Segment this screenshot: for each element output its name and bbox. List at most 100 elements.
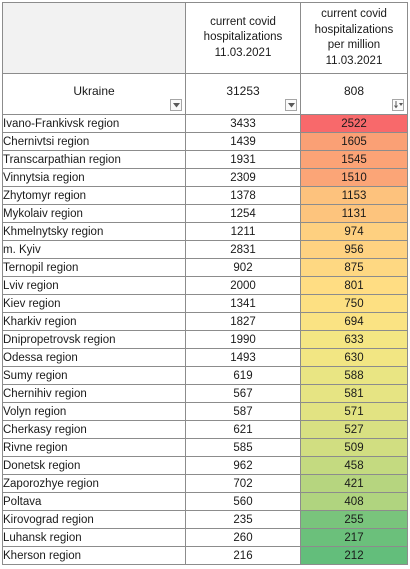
hospitalizations-cell[interactable]: 962 — [185, 456, 301, 475]
region-name: Kharkiv region — [3, 315, 77, 328]
hospitalizations-cell[interactable]: 619 — [185, 366, 301, 385]
per-million-cell[interactable]: 458 — [300, 456, 408, 475]
region-cell[interactable]: m. Kyiv — [2, 240, 186, 259]
total-label-cell[interactable]: Ukraine — [2, 73, 186, 115]
region-cell[interactable]: Chernihiv region — [2, 384, 186, 403]
per-million-cell[interactable]: 217 — [300, 528, 408, 547]
header-row: current covid hospitalizations 11.03.202… — [2, 2, 408, 74]
per-million-cell[interactable]: 801 — [300, 276, 408, 295]
region-cell[interactable]: Chernivtsi region — [2, 132, 186, 151]
per-million-cell[interactable]: 956 — [300, 240, 408, 259]
per-million-cell[interactable]: 1605 — [300, 132, 408, 151]
region-cell[interactable]: Ivano-Frankivsk region — [2, 114, 186, 133]
per-million-cell[interactable]: 527 — [300, 420, 408, 439]
per-million-cell[interactable]: 633 — [300, 330, 408, 349]
per-million-cell[interactable]: 750 — [300, 294, 408, 313]
region-cell[interactable]: Kirovograd region — [2, 510, 186, 529]
hospitalizations-cell[interactable]: 2000 — [185, 276, 301, 295]
hospitalizations-cell[interactable]: 216 — [185, 546, 301, 565]
region-cell[interactable]: Poltava — [2, 492, 186, 511]
hospitalizations-cell[interactable]: 587 — [185, 402, 301, 421]
region-cell[interactable]: Kiev region — [2, 294, 186, 313]
region-cell[interactable]: Zhytomyr region — [2, 186, 186, 205]
hospitalizations-cell[interactable]: 260 — [185, 528, 301, 547]
region-cell[interactable]: Volyn region — [2, 402, 186, 421]
per-million-cell[interactable]: 875 — [300, 258, 408, 277]
region-cell[interactable]: Kharkiv region — [2, 312, 186, 331]
region-cell[interactable]: Lviv region — [2, 276, 186, 295]
hospitalizations-cell[interactable]: 585 — [185, 438, 301, 457]
region-name: Mykolaiv region — [3, 207, 83, 220]
hospitalizations-cell[interactable]: 3433 — [185, 114, 301, 133]
table-row: Poltava 560 408 — [2, 492, 408, 511]
header-per-million-line: current covid — [321, 8, 387, 20]
per-million-cell[interactable]: 571 — [300, 402, 408, 421]
hospitalizations-cell[interactable]: 1493 — [185, 348, 301, 367]
total-per-million-cell[interactable]: 808 — [300, 73, 408, 115]
hospitalizations-cell[interactable]: 2309 — [185, 168, 301, 187]
header-per-million[interactable]: current covid hospitalizations per milli… — [300, 2, 408, 74]
region-name: Chernivtsi region — [3, 135, 90, 148]
table-row: Chernihiv region 567 581 — [2, 384, 408, 403]
hospitalizations-cell[interactable]: 235 — [185, 510, 301, 529]
region-cell[interactable]: Mykolaiv region — [2, 204, 186, 223]
per-million-cell[interactable]: 1131 — [300, 204, 408, 223]
hospitalizations-cell[interactable]: 621 — [185, 420, 301, 439]
header-hospitalizations[interactable]: current covid hospitalizations 11.03.202… — [185, 2, 301, 74]
hospitalizations-cell[interactable]: 567 — [185, 384, 301, 403]
region-cell[interactable]: Rivne region — [2, 438, 186, 457]
per-million-cell[interactable]: 421 — [300, 474, 408, 493]
region-cell[interactable]: Transcarpathian region — [2, 150, 186, 169]
hospitalizations-cell[interactable]: 702 — [185, 474, 301, 493]
filter-dropdown-button[interactable] — [170, 99, 182, 111]
hospitalizations-cell[interactable]: 560 — [185, 492, 301, 511]
per-million-cell[interactable]: 588 — [300, 366, 408, 385]
per-million-value: 630 — [344, 351, 364, 364]
per-million-cell[interactable]: 1153 — [300, 186, 408, 205]
per-million-cell[interactable]: 1545 — [300, 150, 408, 169]
per-million-cell[interactable]: 255 — [300, 510, 408, 529]
per-million-cell[interactable]: 694 — [300, 312, 408, 331]
hospitalizations-cell[interactable]: 1378 — [185, 186, 301, 205]
hospitalizations-cell[interactable]: 1439 — [185, 132, 301, 151]
hospitalizations-cell[interactable]: 1341 — [185, 294, 301, 313]
region-cell[interactable]: Kherson region — [2, 546, 186, 565]
region-name: Zhytomyr region — [3, 189, 87, 202]
region-cell[interactable]: Zaporozhye region — [2, 474, 186, 493]
per-million-cell[interactable]: 630 — [300, 348, 408, 367]
region-cell[interactable]: Khmelnytsky region — [2, 222, 186, 241]
per-million-cell[interactable]: 1510 — [300, 168, 408, 187]
total-hospitalizations-cell[interactable]: 31253 — [185, 73, 301, 115]
per-million-cell[interactable]: 509 — [300, 438, 408, 457]
header-corner-cell[interactable] — [2, 2, 186, 74]
region-cell[interactable]: Sumy region — [2, 366, 186, 385]
per-million-cell[interactable]: 408 — [300, 492, 408, 511]
header-per-million-line: per million — [327, 39, 381, 51]
per-million-value: 458 — [344, 459, 364, 472]
per-million-cell[interactable]: 2522 — [300, 114, 408, 133]
table-row: Volyn region 587 571 — [2, 402, 408, 421]
per-million-value: 750 — [344, 297, 364, 310]
hospitalizations-cell[interactable]: 1211 — [185, 222, 301, 241]
region-name: Rivne region — [3, 441, 68, 454]
filter-dropdown-button[interactable] — [285, 99, 297, 111]
hospitalizations-cell[interactable]: 2831 — [185, 240, 301, 259]
sort-filter-button[interactable] — [392, 99, 404, 111]
region-cell[interactable]: Dnipropetrovsk region — [2, 330, 186, 349]
hospitalizations-cell[interactable]: 1990 — [185, 330, 301, 349]
total-hospitalizations: 31253 — [226, 84, 260, 98]
region-cell[interactable]: Odessa region — [2, 348, 186, 367]
per-million-cell[interactable]: 581 — [300, 384, 408, 403]
region-cell[interactable]: Cherkasy region — [2, 420, 186, 439]
region-cell[interactable]: Luhansk region — [2, 528, 186, 547]
hospitalizations-cell[interactable]: 1254 — [185, 204, 301, 223]
hospitalizations-value: 560 — [233, 495, 253, 508]
per-million-cell[interactable]: 212 — [300, 546, 408, 565]
region-cell[interactable]: Donetsk region — [2, 456, 186, 475]
region-cell[interactable]: Vinnytsia region — [2, 168, 186, 187]
per-million-cell[interactable]: 974 — [300, 222, 408, 241]
region-cell[interactable]: Ternopil region — [2, 258, 186, 277]
hospitalizations-cell[interactable]: 1931 — [185, 150, 301, 169]
hospitalizations-cell[interactable]: 902 — [185, 258, 301, 277]
hospitalizations-cell[interactable]: 1827 — [185, 312, 301, 331]
